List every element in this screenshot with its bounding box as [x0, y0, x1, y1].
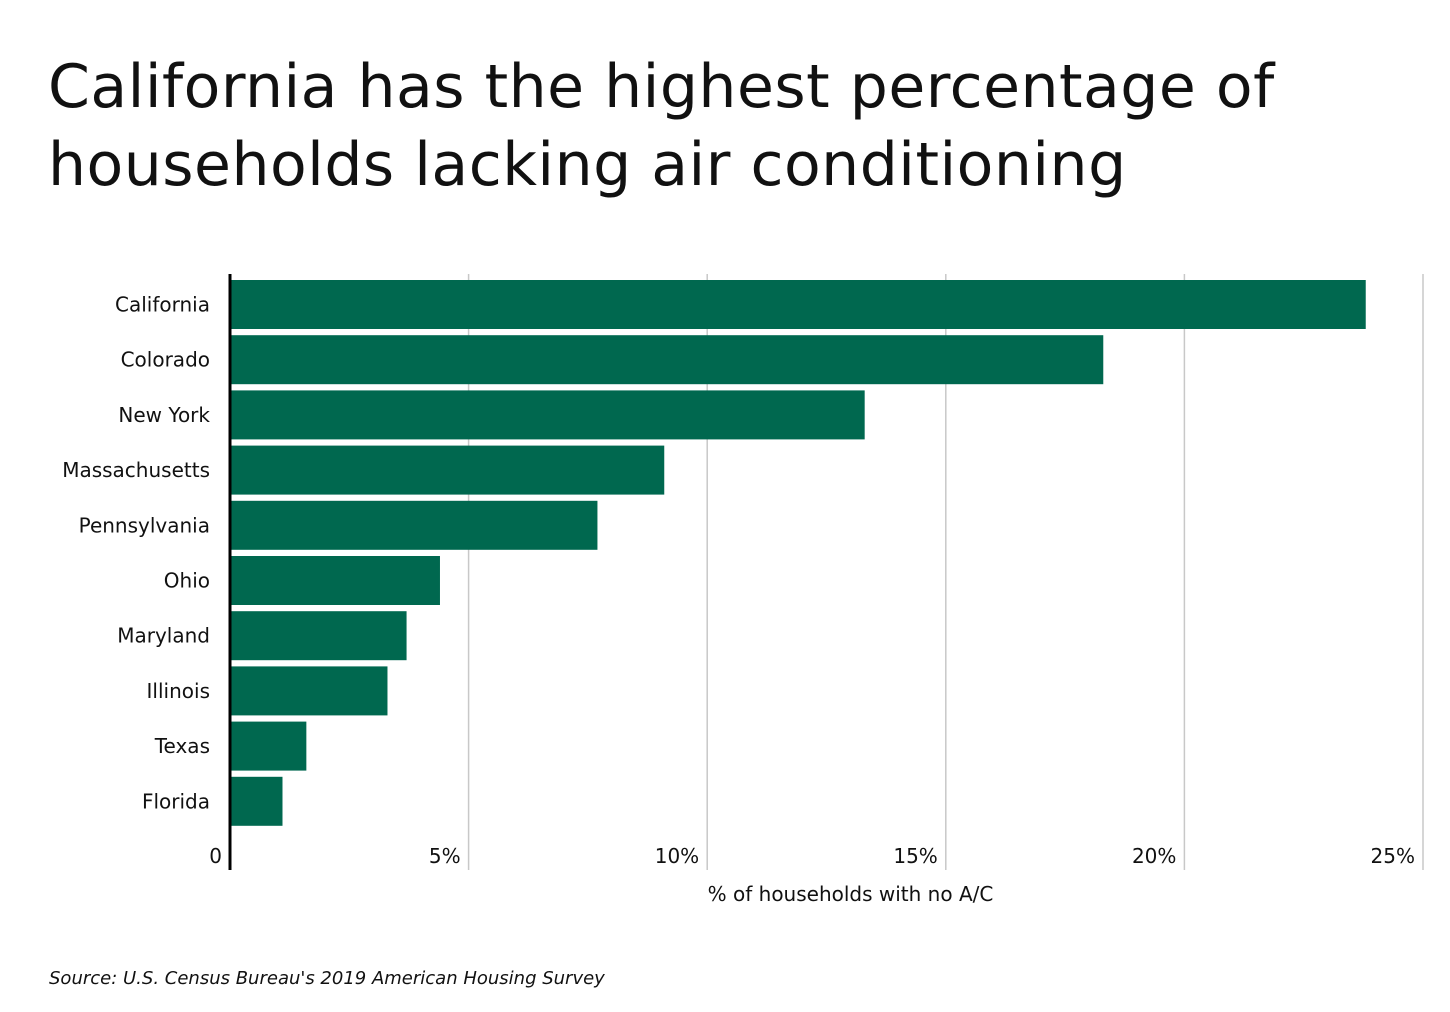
bar	[230, 445, 665, 495]
y-category-label: New York	[118, 403, 210, 427]
y-category-label: Pennsylvania	[79, 513, 210, 537]
bar	[230, 721, 307, 771]
x-tick-label: 0	[209, 844, 222, 868]
source-note: Source: U.S. Census Bureau's 2019 Americ…	[49, 968, 605, 989]
bar	[230, 611, 407, 661]
bar	[230, 280, 1366, 329]
y-category-label: Ohio	[164, 569, 210, 593]
y-category-label: Illinois	[147, 679, 210, 703]
x-tick-label: 10%	[655, 844, 699, 868]
x-tick-label: 5%	[429, 844, 461, 868]
y-category-label: California	[115, 293, 210, 317]
bar	[230, 390, 865, 440]
y-category-label: Texas	[154, 734, 210, 758]
chart-title: California has the highest percentage of…	[48, 52, 1275, 200]
x-tick-label: 25%	[1371, 844, 1415, 868]
y-category-label: Florida	[142, 789, 210, 813]
bar	[230, 556, 440, 605]
y-category-label: Maryland	[117, 624, 210, 648]
x-tick-label: 15%	[893, 844, 937, 868]
x-tick-label: 20%	[1132, 844, 1176, 868]
bar	[230, 666, 388, 716]
bar	[230, 335, 1104, 385]
y-category-label: Massachusetts	[62, 458, 210, 482]
y-category-label: Colorado	[121, 348, 210, 372]
bar	[230, 500, 598, 550]
bar	[230, 776, 283, 826]
x-axis-label: % of households with no A/C	[708, 882, 994, 906]
